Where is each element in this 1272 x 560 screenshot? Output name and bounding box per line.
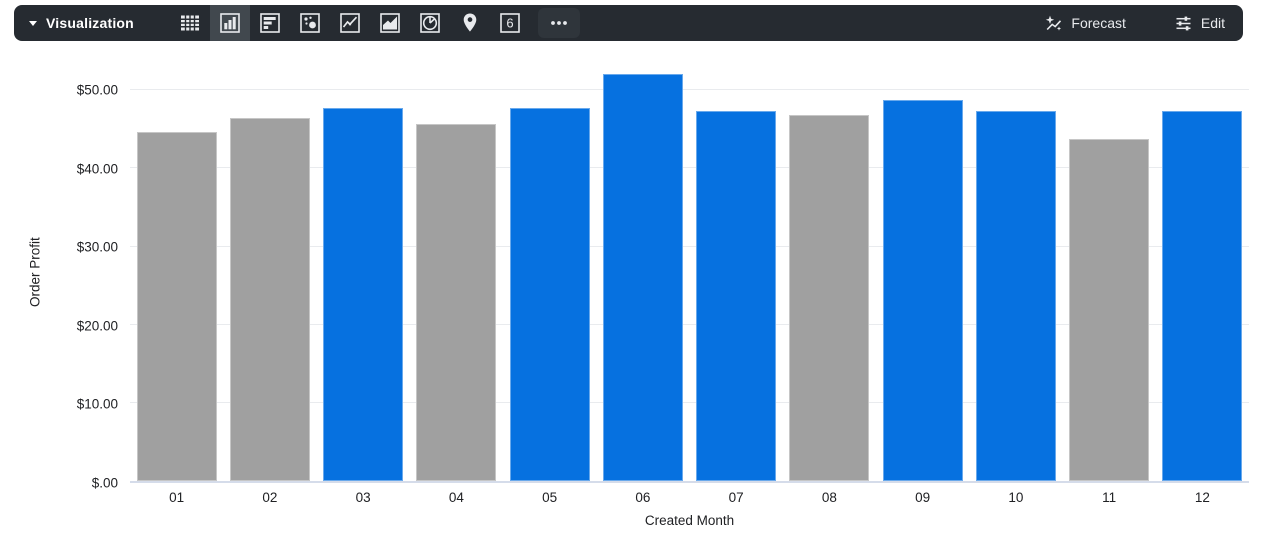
charttype-single-value[interactable]: 6 <box>490 5 530 41</box>
plot-area <box>130 62 1249 483</box>
bar-chart-icon <box>260 13 280 33</box>
gridline-30 <box>130 245 1249 247</box>
bar-month-06[interactable] <box>602 73 683 481</box>
bar-cell-10 <box>969 62 1062 481</box>
x-tick-label-06: 06 <box>635 490 651 505</box>
edit-button-label: Edit <box>1200 15 1225 31</box>
gridline-40 <box>130 167 1249 169</box>
forecast-sparkle-icon <box>1046 15 1062 31</box>
charttype-scatter-chart[interactable] <box>290 5 330 41</box>
charttype-line-chart[interactable] <box>330 5 370 41</box>
bar-cell-03 <box>317 62 410 481</box>
caret-down-icon <box>29 20 37 26</box>
y-tick-label-20: $20.00 <box>76 318 118 334</box>
y-tick-label-10: $10.00 <box>76 396 118 412</box>
bar-month-03[interactable] <box>323 108 404 481</box>
charttype-column-chart[interactable] <box>209 5 250 41</box>
svg-text:6: 6 <box>506 16 513 31</box>
gridline-10 <box>130 401 1249 403</box>
bar-cell-05 <box>503 62 596 481</box>
bar-month-11[interactable] <box>1069 138 1150 481</box>
bar-cell-06 <box>596 62 689 481</box>
bar-cell-09 <box>876 62 969 481</box>
table-icon <box>180 15 199 31</box>
bar-month-01[interactable] <box>136 132 217 481</box>
y-tick-label-0: $.00 <box>91 475 118 491</box>
bar-month-05[interactable] <box>509 108 590 481</box>
y-tick-label-50: $50.00 <box>76 82 118 98</box>
x-tick-label-05: 05 <box>542 490 558 505</box>
y-tick-label-40: $40.00 <box>76 161 118 177</box>
column-chart-icon <box>220 13 240 33</box>
bar-cell-12 <box>1156 62 1249 481</box>
x-tick-label-04: 04 <box>448 490 464 505</box>
x-tick-label-08: 08 <box>821 490 837 505</box>
visualization-menu-toggle[interactable]: Visualization <box>14 5 134 41</box>
bar-month-09[interactable] <box>882 100 963 481</box>
gridline-20 <box>130 323 1249 325</box>
bar-month-10[interactable] <box>975 111 1056 481</box>
toolbar-title: Visualization <box>46 15 134 31</box>
x-tick-label-07: 07 <box>728 490 744 505</box>
chart-type-switcher: 6 <box>170 5 580 41</box>
charttype-table[interactable] <box>170 5 210 41</box>
bar-month-04[interactable] <box>416 123 497 481</box>
x-tick-label-10: 10 <box>1008 490 1024 505</box>
charttype-more-options[interactable] <box>537 8 580 38</box>
bar-month-12[interactable] <box>1162 111 1243 481</box>
visualization-toolbar: Visualization <box>14 5 1243 41</box>
tune-icon <box>1176 16 1191 30</box>
x-tick-label-12: 12 <box>1194 490 1210 505</box>
bar-cell-04 <box>410 62 503 481</box>
bar-month-02[interactable] <box>229 117 310 481</box>
x-axis-ticks: 01 02 03 04 05 06 07 08 09 10 11 12 <box>130 490 1249 505</box>
line-chart-icon <box>340 13 360 33</box>
bar-cell-08 <box>783 62 876 481</box>
scatter-chart-icon <box>300 13 320 33</box>
x-tick-label-11: 11 <box>1102 490 1117 505</box>
charttype-area-chart[interactable] <box>370 5 410 41</box>
x-tick-label-09: 09 <box>915 490 931 505</box>
bars-container <box>130 62 1249 481</box>
bar-cell-01 <box>130 62 223 481</box>
forecast-button-label: Forecast <box>1071 15 1126 31</box>
charttype-map[interactable] <box>450 5 490 41</box>
bar-cell-07 <box>690 62 783 481</box>
x-axis-title: Created Month <box>644 513 735 528</box>
y-tick-label-30: $30.00 <box>76 239 118 255</box>
x-tick-label-02: 02 <box>262 490 278 505</box>
pie-chart-icon <box>420 13 440 33</box>
charttype-bar-chart[interactable] <box>250 5 290 41</box>
charttype-pie-chart[interactable] <box>410 5 450 41</box>
y-axis-ticks: $50.00 $40.00 $30.00 $20.00 $10.00 $.00 <box>0 62 118 491</box>
bar-month-07[interactable] <box>696 111 777 481</box>
edit-button[interactable]: Edit <box>1174 14 1225 33</box>
forecast-button[interactable]: Forecast <box>1044 14 1126 33</box>
area-chart-icon <box>380 13 400 33</box>
x-tick-label-01: 01 <box>169 490 185 505</box>
bar-month-08[interactable] <box>789 115 870 481</box>
bar-cell-02 <box>223 62 316 481</box>
x-tick-label-03: 03 <box>355 490 371 505</box>
ellipsis-icon <box>551 21 567 25</box>
gridline-50 <box>130 89 1249 91</box>
bar-cell-11 <box>1063 62 1156 481</box>
single-value-icon: 6 <box>500 13 520 33</box>
map-pin-icon <box>463 13 477 32</box>
